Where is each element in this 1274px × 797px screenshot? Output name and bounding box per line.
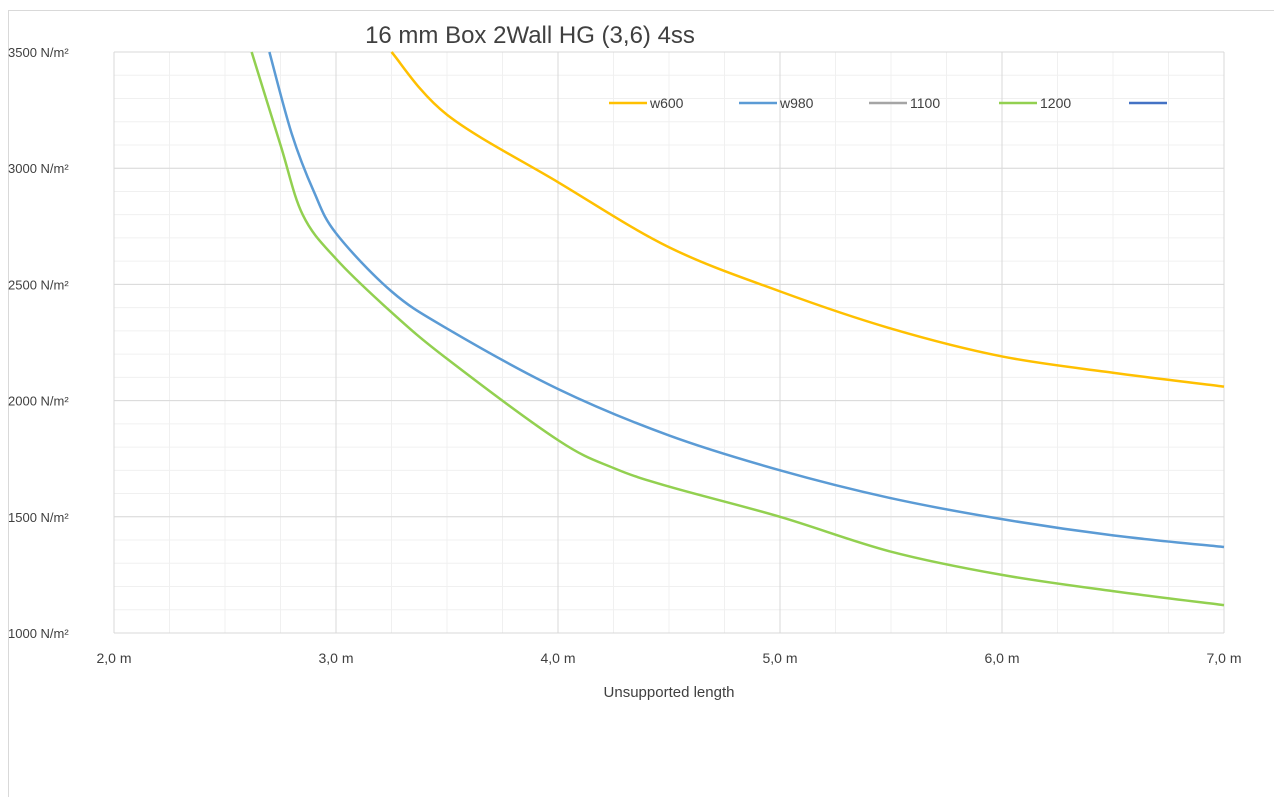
y-tick-label: 1000 N/m² <box>8 626 69 641</box>
x-axis-label: Unsupported length <box>604 684 735 701</box>
x-axis-ticks: 2,0 m 3,0 m 4,0 m 5,0 m 6,0 m 7,0 m <box>96 650 1241 666</box>
y-tick-label: 2500 N/m² <box>8 277 69 292</box>
x-tick-label: 4,0 m <box>540 650 575 666</box>
series-line-1200 <box>250 51 1225 607</box>
y-tick-label: 3000 N/m² <box>8 161 69 176</box>
x-tick-label: 7,0 m <box>1206 650 1241 666</box>
x-tick-label: 2,0 m <box>96 650 131 666</box>
chart-title: 16 mm Box 2Wall HG (3,6) 4ss <box>365 22 695 49</box>
legend: w600 w980 1100 1200 <box>609 95 1167 111</box>
series-lines <box>250 51 1225 607</box>
legend-label: w980 <box>779 95 814 111</box>
major-gridlines <box>113 51 1225 634</box>
chart-frame <box>8 10 1274 797</box>
y-tick-label: 3500 N/m² <box>8 45 69 60</box>
x-tick-label: 6,0 m <box>984 650 1019 666</box>
x-tick-label: 5,0 m <box>762 650 797 666</box>
y-tick-label: 2000 N/m² <box>8 394 69 409</box>
legend-label: 1100 <box>910 95 940 111</box>
y-tick-label: 1500 N/m² <box>8 510 69 525</box>
minor-gridlines <box>113 51 1225 634</box>
series-line-w600 <box>390 51 1225 388</box>
legend-label: w600 <box>649 95 684 111</box>
legend-label: 1200 <box>1040 95 1071 111</box>
y-axis-ticks: 1000 N/m² 1500 N/m² 2000 N/m² 2500 N/m² 3000… <box>8 45 69 641</box>
series-line-w980 <box>268 51 1225 549</box>
x-tick-label: 3,0 m <box>318 650 353 666</box>
